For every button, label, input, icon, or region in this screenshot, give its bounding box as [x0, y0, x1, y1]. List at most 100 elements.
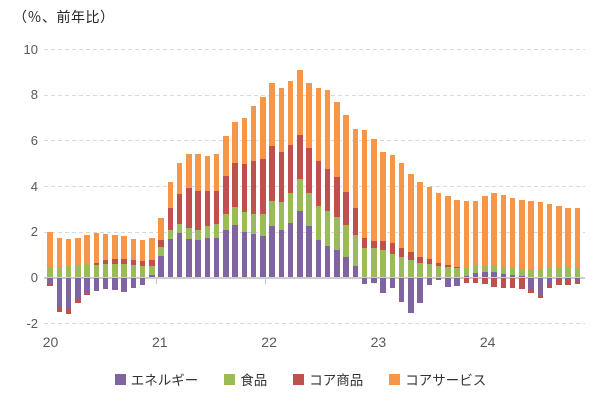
bar-segment: [556, 268, 562, 278]
bar-segment: [139, 239, 146, 261]
gridline: [44, 323, 585, 325]
bar-segment: [537, 268, 543, 278]
bar-segment: [371, 277, 377, 284]
bar-segment: [158, 239, 164, 247]
bar-segment: [195, 229, 201, 240]
bar-segment: [186, 238, 192, 278]
bar-segment: [102, 234, 109, 261]
bar-segment: [297, 211, 303, 278]
bar-segment: [306, 148, 312, 193]
bar-segment: [47, 284, 53, 287]
bar-segment: [417, 262, 423, 278]
bar-segment: [537, 294, 543, 299]
bar-segment: [56, 307, 62, 312]
bar-segment: [65, 239, 72, 266]
x-axis-tick-label: 22: [261, 334, 277, 350]
bar-segment: [324, 211, 331, 246]
bar-segment: [241, 212, 247, 232]
bar-segment: [574, 277, 580, 281]
bar-segment: [269, 146, 275, 201]
bar-segment: [213, 190, 220, 224]
bar-segment: [65, 309, 72, 315]
bar-segment: [435, 266, 442, 278]
bar-segment: [528, 268, 534, 278]
bar-segment: [324, 90, 331, 169]
bar-segment: [223, 229, 229, 278]
bar-segment: [537, 277, 543, 295]
bar-segment: [389, 155, 395, 244]
bar-segment: [130, 264, 136, 278]
bar-segment: [546, 204, 553, 269]
x-axis-tick-label: 21: [152, 334, 168, 350]
bar-segment: [556, 205, 562, 269]
bar-segment: [112, 234, 118, 259]
bar-segment: [241, 117, 247, 165]
bar-segment: [445, 264, 451, 268]
bar-segment: [519, 268, 525, 277]
bar-segment: [445, 196, 451, 265]
bar-segment: [482, 277, 488, 285]
gridline: [44, 186, 585, 188]
bar-segment: [343, 115, 349, 192]
bar-segment: [472, 265, 479, 273]
bar-segment: [232, 206, 238, 225]
bar-segment: [278, 202, 284, 230]
bar-segment: [472, 272, 479, 278]
y-axis-tick-label: 10: [23, 41, 38, 57]
bar-segment: [546, 277, 553, 286]
bar-segment: [324, 168, 331, 212]
bar-segment: [371, 240, 377, 248]
x-axis-tick-label: 20: [42, 334, 59, 350]
bar-segment: [408, 277, 414, 313]
bar-segment: [149, 259, 155, 266]
bar-segment: [491, 264, 497, 272]
bar-segment: [130, 260, 136, 265]
legend-item: エネルギー: [114, 369, 198, 389]
bar-segment: [556, 278, 562, 286]
bar-segment: [223, 175, 229, 214]
bar-segment: [445, 267, 451, 278]
legend-label: 食品: [240, 373, 268, 388]
bar-segment: [398, 256, 405, 278]
bar-segment: [269, 226, 275, 278]
bar-segment: [186, 154, 192, 189]
chart-legend: エネルギー 食品 コア商品 コアサービス: [0, 369, 601, 389]
bar-segment: [232, 163, 238, 207]
bar-segment: [241, 231, 247, 278]
chart-title: （％、前年比）: [13, 9, 115, 25]
bar-segment: [352, 266, 358, 278]
bar-segment: [213, 237, 220, 278]
bar-segment: [139, 260, 146, 266]
bar-segment: [408, 252, 414, 261]
x-axis-zero-line: [44, 276, 585, 279]
bar-segment: [75, 299, 81, 303]
bar-segment: [287, 192, 294, 223]
bar-segment: [398, 277, 405, 302]
x-axis-year-tick: [46, 278, 48, 284]
bar-segment: [509, 277, 516, 288]
bar-segment: [186, 188, 192, 229]
bar-segment: [93, 264, 99, 278]
bar-segment: [324, 245, 331, 278]
bar-segment: [306, 83, 312, 149]
bar-segment: [260, 158, 266, 214]
bar-segment: [195, 190, 201, 230]
bar-segment: [472, 277, 479, 284]
bar-segment: [509, 275, 516, 278]
bar-segment: [112, 277, 118, 291]
bar-segment: [519, 199, 525, 269]
bar-segment: [519, 277, 525, 289]
bar-segment: [232, 122, 238, 164]
bar-segment: [528, 290, 534, 294]
bar-segment: [297, 179, 303, 212]
bar-segment: [454, 268, 460, 278]
bar-segment: [352, 235, 358, 267]
legend-label: コア商品: [309, 373, 364, 388]
bar-segment: [408, 260, 414, 278]
bar-segment: [121, 259, 127, 265]
bar-segment: [482, 265, 488, 273]
bar-segment: [47, 231, 53, 268]
bar-segment: [149, 275, 155, 278]
bar-segment: [84, 277, 90, 294]
